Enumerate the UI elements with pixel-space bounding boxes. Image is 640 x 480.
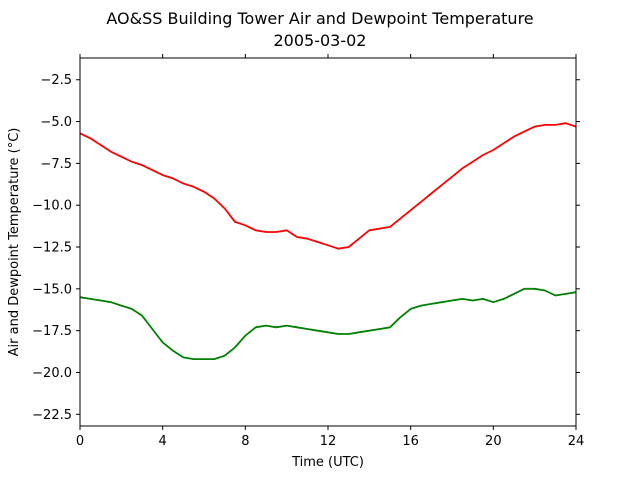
- y-tick-label: −5.0: [40, 115, 72, 130]
- y-tick-label: −15.0: [32, 282, 72, 297]
- chart-title: AO&SS Building Tower Air and Dewpoint Te…: [106, 9, 533, 28]
- y-tick-label: −12.5: [32, 241, 72, 256]
- y-axis-label: Air and Dewpoint Temperature (°C): [7, 128, 22, 357]
- x-tick-label: 0: [76, 434, 84, 449]
- y-tick-label: −17.5: [32, 324, 72, 339]
- series-line-1: [79, 122, 577, 250]
- y-tick-label: −10.0: [32, 199, 72, 214]
- x-axis-label: Time (UTC): [291, 455, 364, 470]
- y-tick-label: −7.5: [40, 157, 72, 172]
- x-tick-label: 4: [159, 434, 167, 449]
- x-tick-label: 16: [402, 434, 419, 449]
- x-tick-label: 20: [485, 434, 502, 449]
- chart-subtitle: 2005-03-02: [274, 31, 367, 50]
- plot-area-frame: [79, 57, 577, 427]
- y-tick-label: −2.5: [40, 73, 72, 88]
- y-tick-label: −22.5: [32, 408, 72, 423]
- series-line-2: [79, 287, 577, 360]
- x-tick-label: 24: [568, 434, 585, 449]
- ticks-layer: 0 4 8 12 16 20 24 −2.5 −5.0 −7.5 −10.0 −12.5 −15.0 −1…: [32, 54, 584, 449]
- series-layer: [79, 122, 577, 360]
- y-tick-label: −20.0: [32, 366, 72, 381]
- x-tick-label: 12: [320, 434, 337, 449]
- x-tick-label: 8: [241, 434, 249, 449]
